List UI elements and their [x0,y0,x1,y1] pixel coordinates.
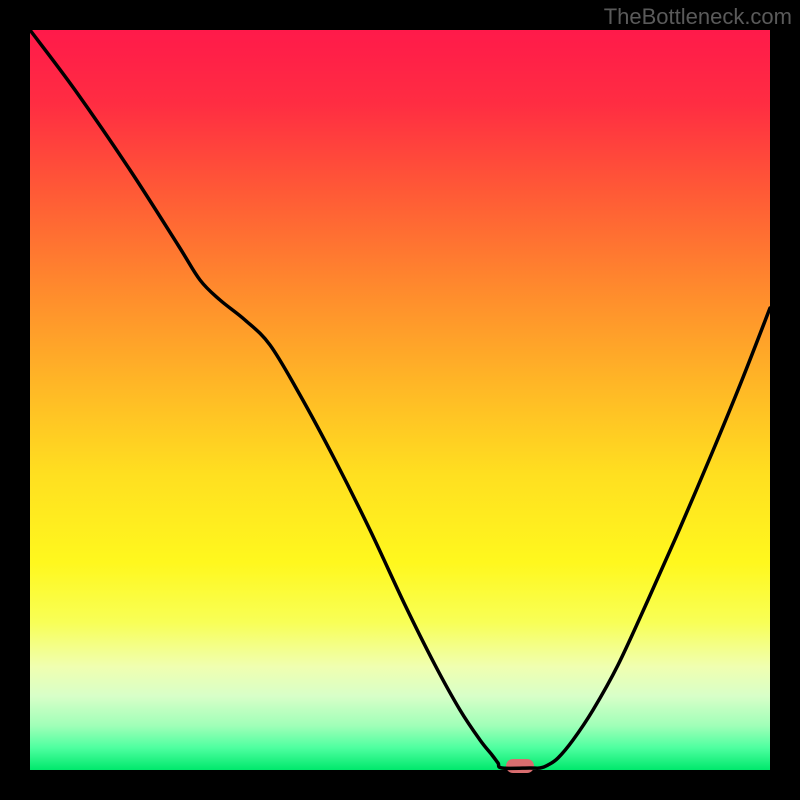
min-marker [506,759,534,773]
chart-svg [0,0,800,800]
chart-container: TheBottleneck.com [0,0,800,800]
plot-background [30,30,770,770]
